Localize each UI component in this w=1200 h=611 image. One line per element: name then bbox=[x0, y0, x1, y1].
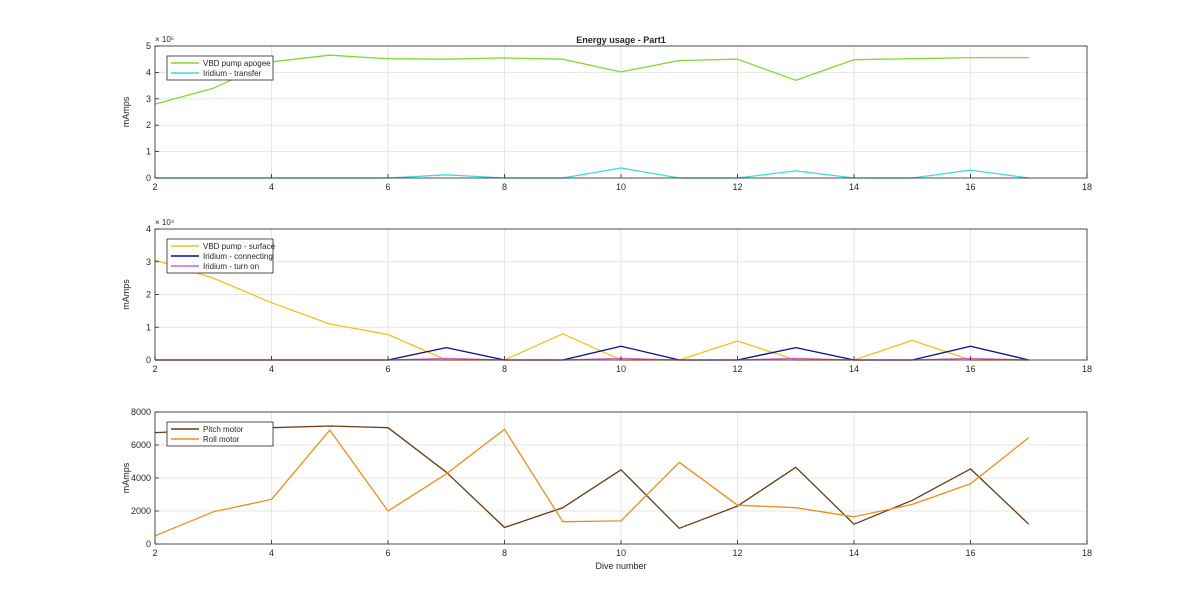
x-tick-label: 14 bbox=[849, 364, 859, 374]
x-tick-label: 2 bbox=[152, 182, 157, 192]
y-tick-label: 2 bbox=[146, 120, 151, 130]
y-tick-label: 0 bbox=[146, 173, 151, 183]
x-tick-label: 10 bbox=[616, 182, 626, 192]
x-tick-label: 6 bbox=[385, 182, 390, 192]
x-tick-label: 10 bbox=[616, 364, 626, 374]
legend-label-1: VBD pump - surface bbox=[203, 242, 276, 251]
y-tick-label: 0 bbox=[146, 539, 151, 549]
subplot-3: 2 4 6 8 10 12 14 16 18 0 2000 4000 6000 8000 mAmps Dive… bbox=[121, 407, 1092, 571]
y-tick-label: 6000 bbox=[131, 440, 151, 450]
x-tick-label: 8 bbox=[502, 548, 507, 558]
y-tick-label: 3 bbox=[146, 94, 151, 104]
y-axis-label: mAmps bbox=[121, 96, 131, 127]
x-tick-label: 10 bbox=[616, 548, 626, 558]
x-tick-label: 16 bbox=[965, 364, 975, 374]
legend-label-2: Iridium - transfer bbox=[203, 69, 262, 78]
x-tick-label: 12 bbox=[732, 182, 742, 192]
y-tick-label: 1 bbox=[146, 322, 151, 332]
y-tick-label: 5 bbox=[146, 41, 151, 51]
x-tick-label: 14 bbox=[849, 182, 859, 192]
x-tick-label: 18 bbox=[1082, 364, 1092, 374]
y-tick-label: 1 bbox=[146, 147, 151, 157]
y-tick-label: 2000 bbox=[131, 506, 151, 516]
x-tick-label: 8 bbox=[502, 182, 507, 192]
x-tick-label: 8 bbox=[502, 364, 507, 374]
x-tick-label: 4 bbox=[269, 548, 274, 558]
y-tick-label: 4000 bbox=[131, 473, 151, 483]
x-tick-label: 6 bbox=[385, 364, 390, 374]
y-exponent-label: × 10⁴ bbox=[155, 218, 175, 227]
legend-box bbox=[166, 421, 274, 447]
x-tick-label: 4 bbox=[269, 364, 274, 374]
x-tick-label: 2 bbox=[152, 364, 157, 374]
x-tick-label: 16 bbox=[965, 182, 975, 192]
x-tick-label: 2 bbox=[152, 548, 157, 558]
x-tick-label: 12 bbox=[732, 548, 742, 558]
y-tick-label: 8000 bbox=[131, 407, 151, 417]
legend-label-3: Iridium - turn on bbox=[203, 262, 259, 271]
legend-label-2: Roll motor bbox=[203, 435, 240, 444]
series-line-1 bbox=[154, 54, 1029, 105]
y-axis-label: mAmps bbox=[121, 462, 131, 493]
y-exponent-label: × 10⁵ bbox=[155, 35, 174, 44]
legend-label-1: VBD pump apogee bbox=[203, 59, 271, 68]
legend-label-2: Iridium - connecting bbox=[203, 252, 273, 261]
y-tick-label: 4 bbox=[146, 224, 151, 234]
y-tick-label: 3 bbox=[146, 257, 151, 267]
y-axis-label: mAmps bbox=[121, 279, 131, 310]
legend-box bbox=[166, 55, 274, 81]
x-tick-label: 4 bbox=[269, 182, 274, 192]
x-tick-label: 14 bbox=[849, 548, 859, 558]
series-line-1 bbox=[154, 259, 1029, 361]
y-tick-label: 2 bbox=[146, 290, 151, 300]
x-tick-label: 12 bbox=[732, 364, 742, 374]
y-tick-label: 0 bbox=[146, 355, 151, 365]
x-axis-label: Dive number bbox=[595, 561, 646, 571]
x-tick-label: 18 bbox=[1082, 182, 1092, 192]
series-line-2 bbox=[154, 428, 1030, 537]
y-tick-label: 4 bbox=[146, 67, 151, 77]
x-tick-label: 18 bbox=[1082, 548, 1092, 558]
chart-title: Energy usage - Part1 bbox=[576, 35, 666, 45]
legend-label-1: Pitch motor bbox=[203, 425, 244, 434]
x-tick-label: 16 bbox=[965, 548, 975, 558]
series-line-1 bbox=[154, 425, 1030, 529]
x-tick-label: 6 bbox=[385, 548, 390, 558]
